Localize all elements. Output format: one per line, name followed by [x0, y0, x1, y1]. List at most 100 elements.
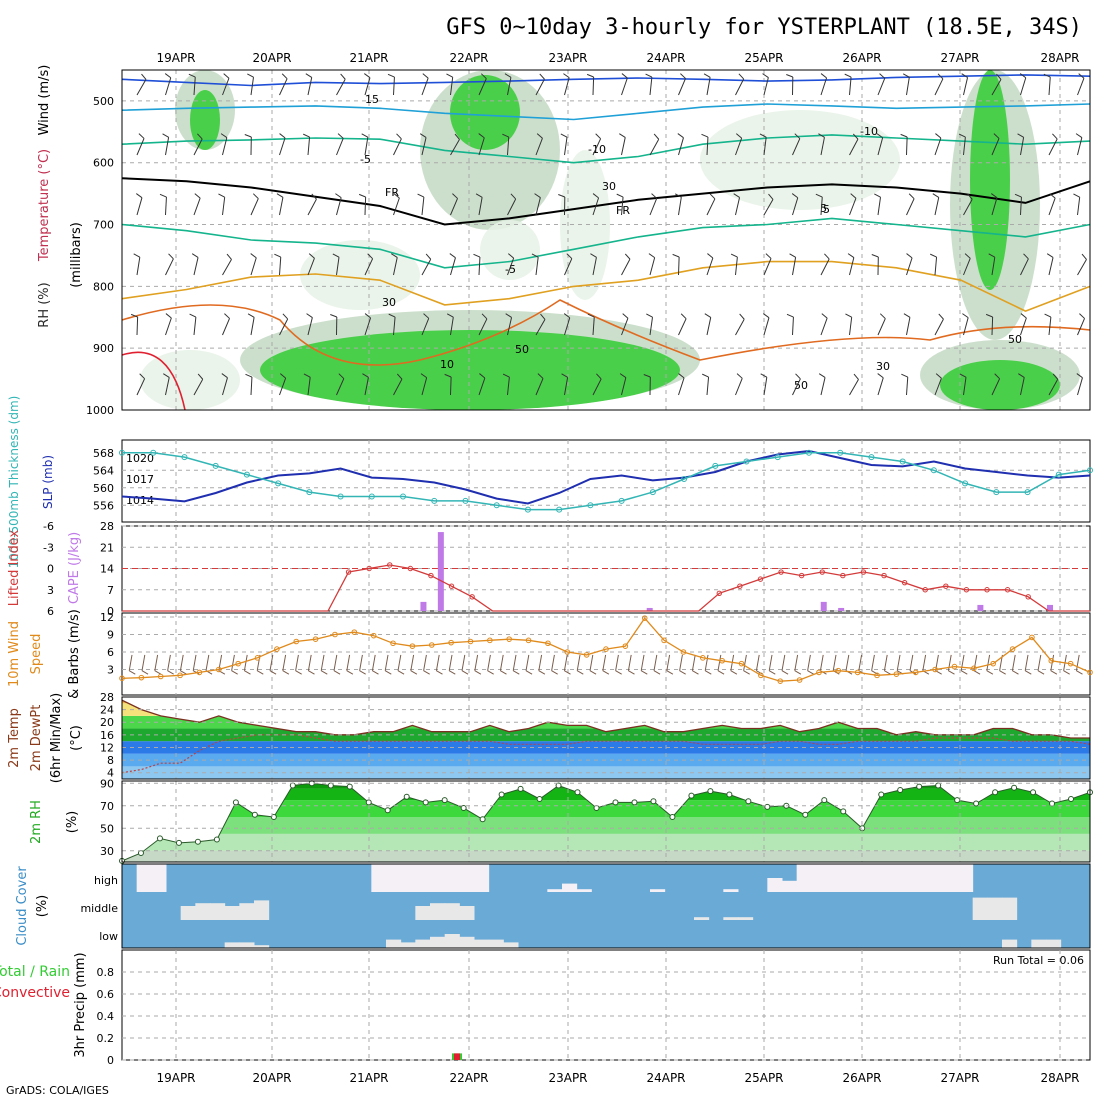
- precip-tick-label: 0.4: [97, 1010, 115, 1023]
- cloud-cell-high: [547, 889, 563, 892]
- wind-speed-point: [622, 643, 629, 649]
- wind10m-barb: [512, 654, 517, 671]
- wind-barb: [165, 137, 170, 156]
- wind-barb-flag: [159, 193, 167, 198]
- thickness-point: [150, 449, 157, 456]
- wind10m-barb: [423, 654, 427, 671]
- cloud-cell-low: [415, 939, 431, 948]
- wind-barb-flag: [417, 193, 425, 198]
- wind-barb: [1020, 258, 1029, 276]
- wind10m-barb-flag: [180, 670, 187, 675]
- wind-barb: [678, 256, 680, 276]
- rh-point: [973, 800, 980, 807]
- date-label-top: 19APR: [156, 51, 195, 65]
- wind-barb-flag: [335, 193, 342, 199]
- contour-label: 10: [440, 358, 454, 371]
- wind-barb-flag: [786, 74, 793, 78]
- wind-barb-flag: [194, 193, 201, 199]
- wind-barb-flag: [680, 73, 686, 79]
- rh-point: [612, 799, 619, 806]
- wind-barb: [1020, 377, 1025, 396]
- wind-barb-flag: [704, 313, 712, 318]
- thickness-point: [1024, 489, 1031, 496]
- wind-barb-flag: [900, 133, 908, 138]
- wind-barb: [165, 317, 172, 336]
- wind10m-barb-flag: [551, 670, 558, 675]
- wind10m-barb-flag: [1050, 670, 1058, 675]
- wind-barb-flag: [162, 133, 169, 138]
- lifted-index-point: [716, 590, 722, 596]
- wind-barb-flag: [133, 253, 141, 258]
- lifted-index-point: [860, 569, 867, 575]
- cape-bar: [820, 601, 827, 611]
- lifted-index-point: [737, 583, 743, 589]
- wind10m-axis-label: 10m Wind: [7, 621, 22, 687]
- wind-barb-flag: [874, 193, 881, 198]
- wind10m-barb-flag: [154, 670, 162, 675]
- contour-label: 30: [876, 360, 890, 373]
- wind-barb: [934, 318, 944, 336]
- date-label-bottom: 27APR: [940, 1071, 979, 1085]
- wind-barb-flag: [1052, 373, 1059, 380]
- wind-barb: [193, 257, 199, 276]
- rh-point: [517, 785, 524, 792]
- wind-speed-point: [448, 639, 454, 646]
- wind-barb-flag: [311, 193, 317, 200]
- wind-barb-flag: [189, 313, 197, 318]
- precip-axis-label: 3hr Precip (mm): [73, 952, 88, 1057]
- wind-barb: [906, 77, 910, 96]
- rh-point: [992, 789, 999, 796]
- wind-barb: [849, 379, 859, 396]
- wind-barb-flag: [252, 193, 259, 199]
- wind-barb-flag: [420, 373, 427, 379]
- lifted-index-point: [798, 572, 805, 579]
- wind-barb: [564, 317, 571, 336]
- wind-barb: [934, 257, 938, 276]
- wind-speed-point: [874, 672, 880, 679]
- wind10m-barb-flag: [397, 670, 405, 675]
- wind-barb: [621, 377, 627, 396]
- cape-tick-label: 21: [100, 541, 114, 554]
- wind-barb-flag: [364, 313, 371, 319]
- cloud-cell-middle: [459, 906, 475, 920]
- rh-shading: [300, 240, 420, 310]
- wind10m-barb-flag: [679, 670, 686, 675]
- precip-tick-label: 0.2: [97, 1032, 115, 1045]
- thickness-point: [462, 497, 469, 504]
- wind10m-barb: [679, 654, 683, 671]
- wind-speed-point: [680, 649, 687, 655]
- cloud-cell-middle: [444, 903, 460, 920]
- cape-tick-label: 14: [100, 563, 114, 576]
- wind10m-barb: [640, 654, 645, 671]
- wind-barb: [877, 137, 884, 156]
- wind-speed-point: [564, 649, 571, 655]
- temp-tick-label: 12: [100, 741, 114, 754]
- wind10m-barb-flag: [1024, 670, 1032, 675]
- panel-frame: [121, 439, 1091, 523]
- rh-tick-label: 90: [100, 777, 114, 790]
- cape-bar: [437, 532, 444, 611]
- wind-barb: [364, 317, 372, 336]
- panel-frame: [121, 612, 1091, 696]
- wind-barb: [906, 377, 909, 396]
- wind-barb: [678, 137, 684, 156]
- wind-tick-label: 3: [107, 664, 114, 677]
- wind10m-barb-flag: [384, 670, 392, 675]
- wind10m-barb-flag: [768, 670, 776, 675]
- rh-point: [479, 816, 486, 823]
- wind-barb-flag: [537, 373, 544, 379]
- wind-barb-flag: [425, 253, 432, 260]
- contour-label: 50: [1008, 333, 1022, 346]
- rh-point: [726, 791, 733, 798]
- wind10m-barb-flag: [244, 670, 251, 675]
- temp-tick-label: 28: [100, 691, 114, 704]
- wind-barb-flag: [768, 193, 774, 200]
- wind-barb-flag: [871, 254, 879, 258]
- wind-speed-point: [971, 665, 977, 672]
- wind-barb-flag: [932, 193, 940, 198]
- wind-barb-flag: [824, 253, 830, 260]
- temp-unit-label: (°C): [69, 725, 84, 751]
- rh-band: [122, 833, 1090, 851]
- thickness-point: [587, 502, 594, 509]
- lifted-tick-label: 6: [47, 605, 54, 618]
